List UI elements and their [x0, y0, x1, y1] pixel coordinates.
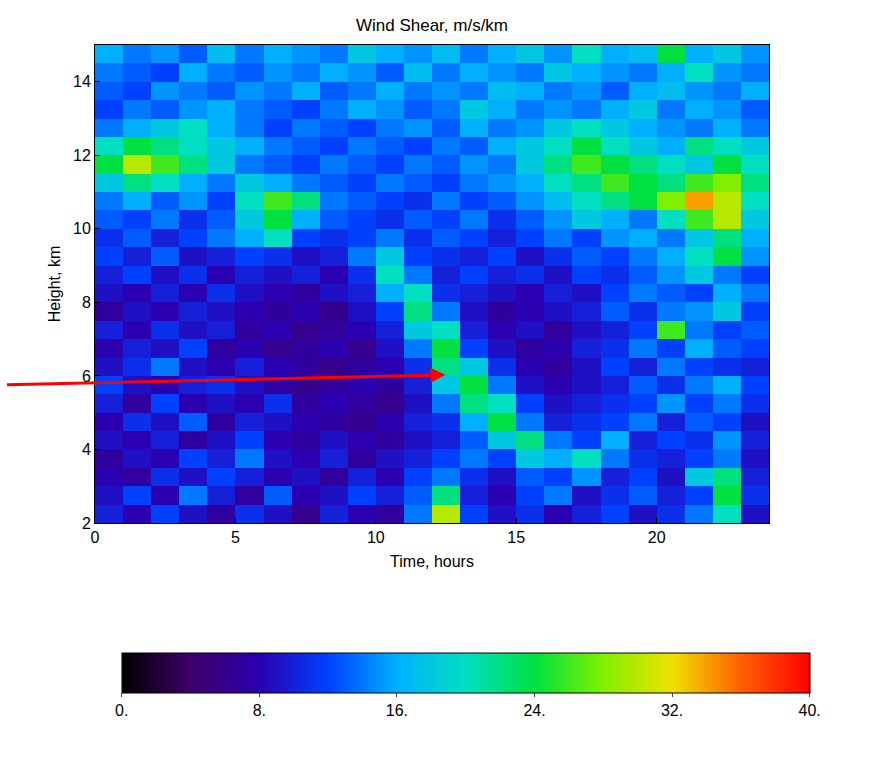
- svg-text:12: 12: [73, 147, 91, 164]
- svg-text:0.: 0.: [115, 702, 128, 719]
- svg-text:Wind Shear, m/s/km: Wind Shear, m/s/km: [356, 16, 508, 35]
- svg-text:0: 0: [91, 529, 100, 546]
- svg-text:40.: 40.: [799, 702, 821, 719]
- svg-text:10: 10: [73, 220, 91, 237]
- svg-text:8: 8: [82, 294, 91, 311]
- svg-text:20: 20: [648, 529, 666, 546]
- svg-text:15: 15: [507, 529, 525, 546]
- svg-text:Height, km: Height, km: [46, 246, 63, 322]
- svg-text:10: 10: [367, 529, 385, 546]
- svg-text:32.: 32.: [661, 702, 683, 719]
- svg-text:8.: 8.: [253, 702, 266, 719]
- svg-text:5: 5: [231, 529, 240, 546]
- svg-text:6: 6: [82, 368, 91, 385]
- svg-text:16.: 16.: [386, 702, 408, 719]
- svg-text:24.: 24.: [523, 702, 545, 719]
- svg-text:2: 2: [82, 515, 91, 532]
- svg-text:Time, hours: Time, hours: [390, 553, 474, 570]
- svg-text:4: 4: [82, 441, 91, 458]
- svg-text:14: 14: [73, 73, 91, 90]
